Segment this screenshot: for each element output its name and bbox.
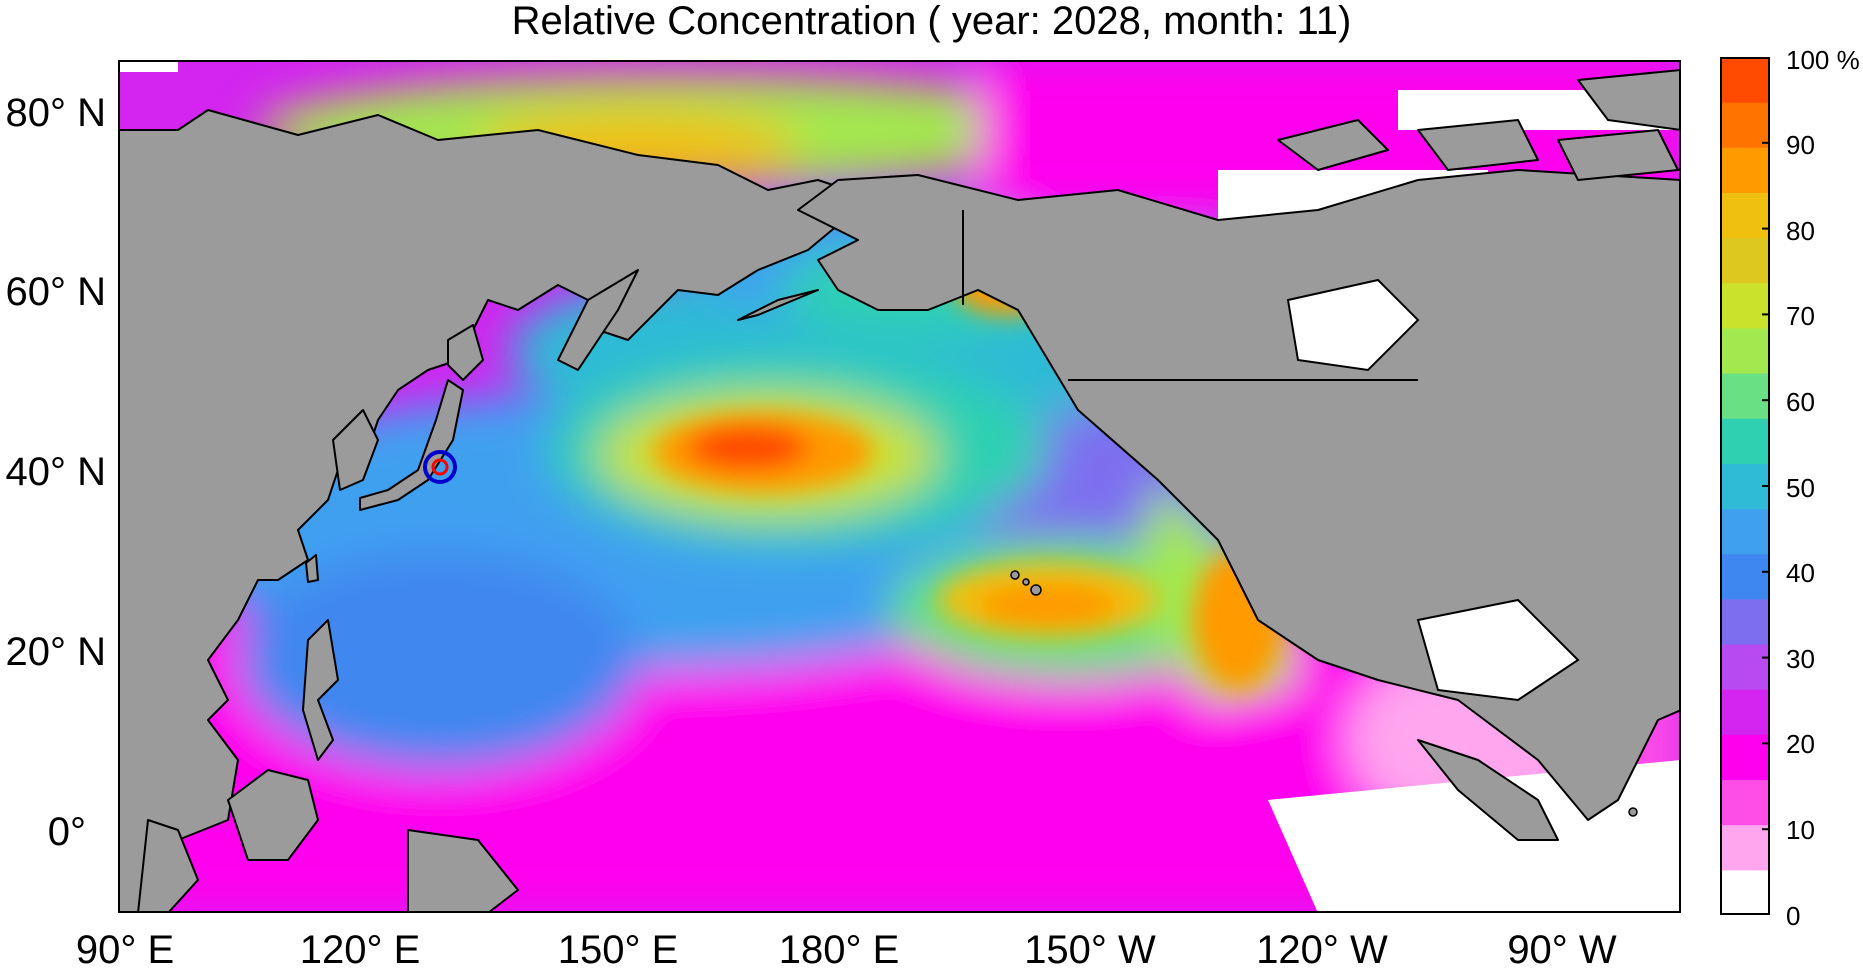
hudson-bay [1286, 278, 1420, 372]
greenland-edge [1577, 69, 1681, 131]
colorbar-segment [1720, 192, 1770, 239]
lat-label-80n: 80° N [5, 91, 107, 135]
map-canvas [118, 60, 1681, 913]
colorbar-tick-20: 20 [1786, 729, 1815, 759]
lon-label-90e: 90° E [75, 928, 175, 972]
colorbar-segment [1720, 282, 1770, 329]
colorbar-tick-40: 40 [1786, 558, 1815, 588]
lon-label-180e: 180° E [778, 928, 900, 972]
taiwan [305, 554, 319, 583]
colorbar-segment [1720, 373, 1770, 419]
arctic-island-2 [1417, 119, 1539, 171]
alaska-peninsula [737, 289, 819, 321]
lon-label-150e: 150° E [557, 928, 679, 972]
central-america [1417, 739, 1559, 841]
arctic-island-1 [1277, 119, 1389, 171]
kamchatka [557, 269, 639, 371]
gulf-of-mexico [1416, 598, 1580, 702]
colorbar-segment [1720, 689, 1770, 735]
asia-landmass [118, 109, 919, 913]
lon-label-90w: 90° W [1507, 928, 1617, 972]
colorbar [1720, 57, 1770, 915]
japan-honshu [359, 379, 464, 511]
arctic-island-3 [1557, 129, 1679, 181]
colorbar-segment [1720, 779, 1770, 826]
colorbar-segment [1720, 237, 1770, 284]
colorbar-tick-80: 80 [1786, 216, 1815, 246]
observation-site-marker [423, 450, 457, 484]
sumatra [137, 819, 199, 913]
colorbar-segment [1720, 553, 1770, 600]
concentration-map [118, 60, 1681, 913]
lat-label-20n: 20° N [5, 630, 107, 674]
lat-label-60n: 60° N [5, 270, 107, 314]
country-borders [962, 210, 1418, 381]
colorbar-tick-0: 0 [1786, 901, 1801, 931]
lon-label-150w: 150° W [1024, 928, 1156, 972]
lon-label-120w: 120° W [1256, 928, 1388, 972]
small-islands [1010, 570, 1638, 817]
colorbar-tick-10: 10 [1786, 815, 1815, 845]
colorbar-segment [1720, 734, 1770, 781]
borneo [227, 769, 319, 861]
colorbar-segment [1720, 57, 1770, 103]
philippines [302, 619, 339, 761]
lat-label-0: 0° [47, 810, 86, 854]
lat-label-40n: 40° N [5, 450, 107, 494]
colorbar-segment [1720, 508, 1770, 555]
colorbar-tick-60: 60 [1786, 387, 1815, 417]
colorbar-segment [1720, 418, 1770, 464]
colorbar-segment [1720, 869, 1770, 915]
colorbar-tick-90: 90 [1786, 130, 1815, 160]
colorbar-segment [1720, 824, 1770, 871]
colorbar-segment [1720, 327, 1770, 374]
map-title: Relative Concentration ( year: 2028, mon… [511, 0, 1352, 43]
colorbar-segment [1720, 102, 1770, 148]
map-frame [118, 60, 1681, 913]
colorbar-tick-100: 100 % [1786, 45, 1860, 75]
colorbar-tick-70: 70 [1786, 301, 1815, 331]
lon-label-120e: 120° E [299, 928, 421, 972]
colorbar-segment [1720, 644, 1770, 690]
colorbar-tick-30: 30 [1786, 644, 1815, 674]
korean-peninsula [332, 409, 379, 491]
colorbar-segment [1720, 147, 1770, 193]
new-guinea [407, 829, 519, 913]
colorbar-segment [1720, 598, 1770, 645]
japan-hokkaido [447, 324, 484, 381]
inland-water [1286, 278, 1580, 702]
colorbar-segment [1720, 463, 1770, 510]
colorbar-tick-50: 50 [1786, 473, 1815, 503]
